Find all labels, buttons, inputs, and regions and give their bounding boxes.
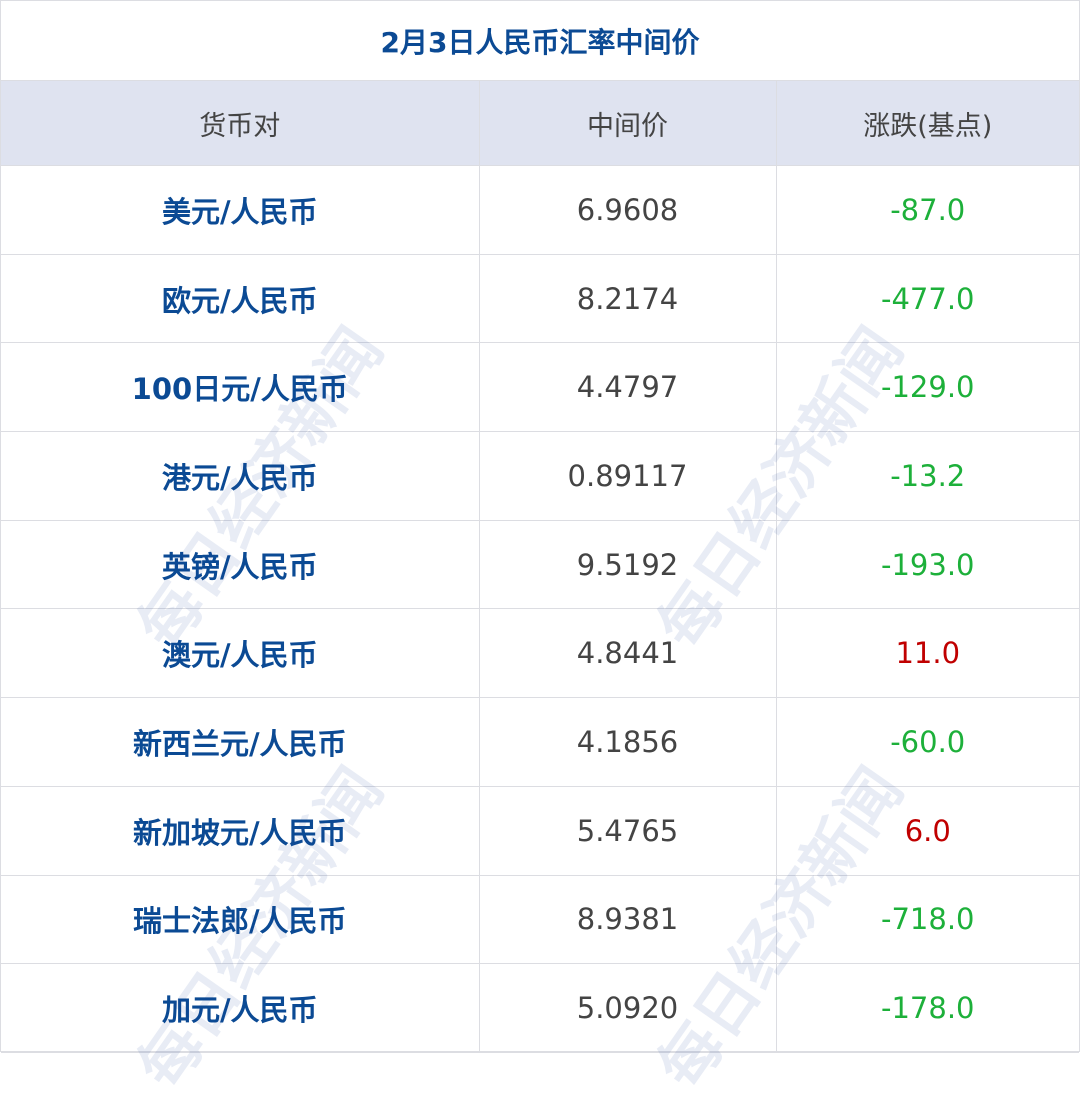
table-row: 欧元/人民币 8.2174 -477.0 bbox=[1, 253, 1079, 344]
change-value: -13.2 bbox=[775, 431, 1079, 521]
currency-pair: 新加坡元/人民币 bbox=[1, 785, 480, 876]
mid-price: 4.8441 bbox=[478, 608, 777, 699]
currency-pair: 新西兰元/人民币 bbox=[1, 697, 480, 787]
change-value: -129.0 bbox=[775, 342, 1079, 433]
change-value: 6.0 bbox=[775, 785, 1079, 876]
header-mid-price: 中间价 bbox=[478, 81, 777, 166]
currency-pair: 瑞士法郎/人民币 bbox=[1, 874, 480, 965]
table-row: 美元/人民币 6.9608 -87.0 bbox=[1, 165, 1079, 255]
mid-price: 5.0920 bbox=[478, 963, 777, 1053]
mid-price: 0.89117 bbox=[478, 431, 777, 521]
mid-price: 8.9381 bbox=[478, 874, 777, 965]
change-value: -60.0 bbox=[775, 697, 1079, 787]
change-value: -87.0 bbox=[775, 165, 1079, 255]
table-row: 100日元/人民币 4.4797 -129.0 bbox=[1, 342, 1079, 433]
table-row: 澳元/人民币 4.8441 11.0 bbox=[1, 608, 1079, 699]
header-currency-pair: 货币对 bbox=[1, 81, 480, 166]
change-value: -718.0 bbox=[775, 874, 1079, 965]
table-row: 新加坡元/人民币 5.4765 6.0 bbox=[1, 785, 1079, 876]
table-row: 加元/人民币 5.0920 -178.0 bbox=[1, 963, 1079, 1053]
currency-pair: 英镑/人民币 bbox=[1, 519, 480, 610]
currency-pair: 港元/人民币 bbox=[1, 431, 480, 521]
change-value: 11.0 bbox=[775, 608, 1079, 699]
table-row: 港元/人民币 0.89117 -13.2 bbox=[1, 431, 1079, 521]
currency-pair: 欧元/人民币 bbox=[1, 253, 480, 344]
mid-price: 5.4765 bbox=[478, 785, 777, 876]
mid-price: 6.9608 bbox=[478, 165, 777, 255]
currency-pair: 美元/人民币 bbox=[1, 165, 480, 255]
rate-table-card: 2月3日人民币汇率中间价 货币对 中间价 涨跌(基点) 美元/人民币 6.9608… bbox=[0, 0, 1080, 1053]
currency-pair: 澳元/人民币 bbox=[1, 608, 480, 699]
mid-price: 8.2174 bbox=[478, 253, 777, 344]
mid-price: 4.1856 bbox=[478, 697, 777, 787]
header-change: 涨跌(基点) bbox=[775, 81, 1079, 166]
change-value: -193.0 bbox=[775, 519, 1079, 610]
change-value: -477.0 bbox=[775, 253, 1079, 344]
exchange-rate-table: 货币对 中间价 涨跌(基点) 美元/人民币 6.9608 -87.0 欧元/人民币 8.… bbox=[1, 81, 1079, 1053]
table-row: 新西兰元/人民币 4.1856 -60.0 bbox=[1, 697, 1079, 787]
currency-pair: 100日元/人民币 bbox=[1, 342, 480, 433]
mid-price: 4.4797 bbox=[478, 342, 777, 433]
table-row: 英镑/人民币 9.5192 -193.0 bbox=[1, 519, 1079, 610]
table-title: 2月3日人民币汇率中间价 bbox=[1, 1, 1079, 81]
currency-pair: 加元/人民币 bbox=[1, 963, 480, 1053]
mid-price: 9.5192 bbox=[478, 519, 777, 610]
table-row: 瑞士法郎/人民币 8.9381 -718.0 bbox=[1, 874, 1079, 965]
change-value: -178.0 bbox=[775, 963, 1079, 1053]
